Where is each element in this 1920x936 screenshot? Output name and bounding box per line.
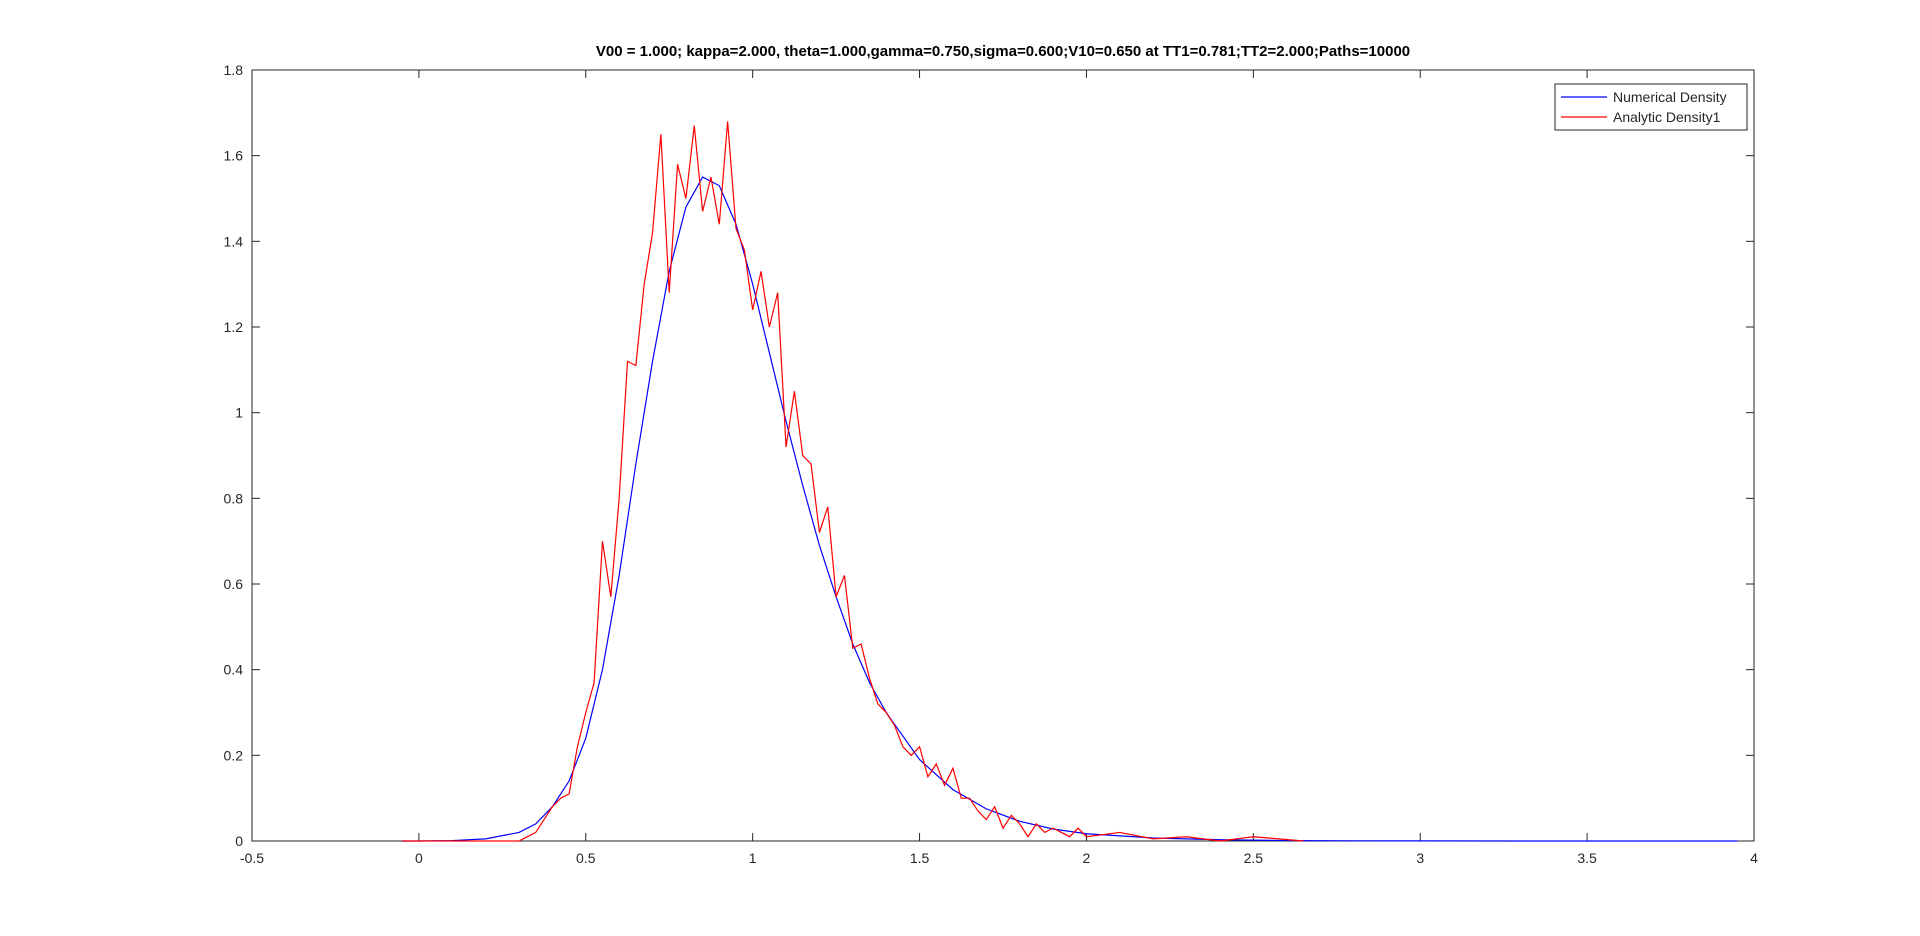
x-tick-label: 1	[749, 850, 757, 866]
y-tick-label: 0.2	[224, 747, 244, 763]
x-tick-label: -0.5	[240, 850, 264, 866]
series-line	[402, 176, 1738, 842]
x-tick-label: 3	[1416, 850, 1424, 866]
x-tick-label: 2	[1083, 850, 1091, 866]
y-tick-label: 1.8	[224, 62, 244, 78]
chart-title: V00 = 1.000; kappa=2.000, theta=1.000,ga…	[596, 43, 1410, 60]
legend-box	[1554, 83, 1748, 131]
y-tick-label: 1	[235, 405, 243, 421]
x-tick-label: 2.5	[1244, 850, 1264, 866]
y-tick-label: 0	[235, 833, 243, 849]
x-tick-label: 3.5	[1577, 850, 1597, 866]
y-tick-label: 0.8	[224, 490, 244, 506]
y-tick-label: 1.4	[224, 233, 244, 249]
plot-area	[251, 69, 1755, 842]
x-tick-label: 0	[415, 850, 423, 866]
y-tick-label: 0.4	[224, 662, 244, 678]
y-tick-label: 1.6	[224, 148, 244, 164]
x-tick-label: 4	[1750, 850, 1758, 866]
y-tick-label: 1.2	[224, 319, 244, 335]
y-tick-label: 0.6	[224, 576, 244, 592]
series-line	[402, 121, 1304, 842]
legend-label: Numerical Density	[1613, 89, 1727, 105]
x-tick-label: 0.5	[576, 850, 596, 866]
legend-label: Analytic Density1	[1613, 109, 1721, 125]
x-tick-label: 1.5	[910, 850, 930, 866]
